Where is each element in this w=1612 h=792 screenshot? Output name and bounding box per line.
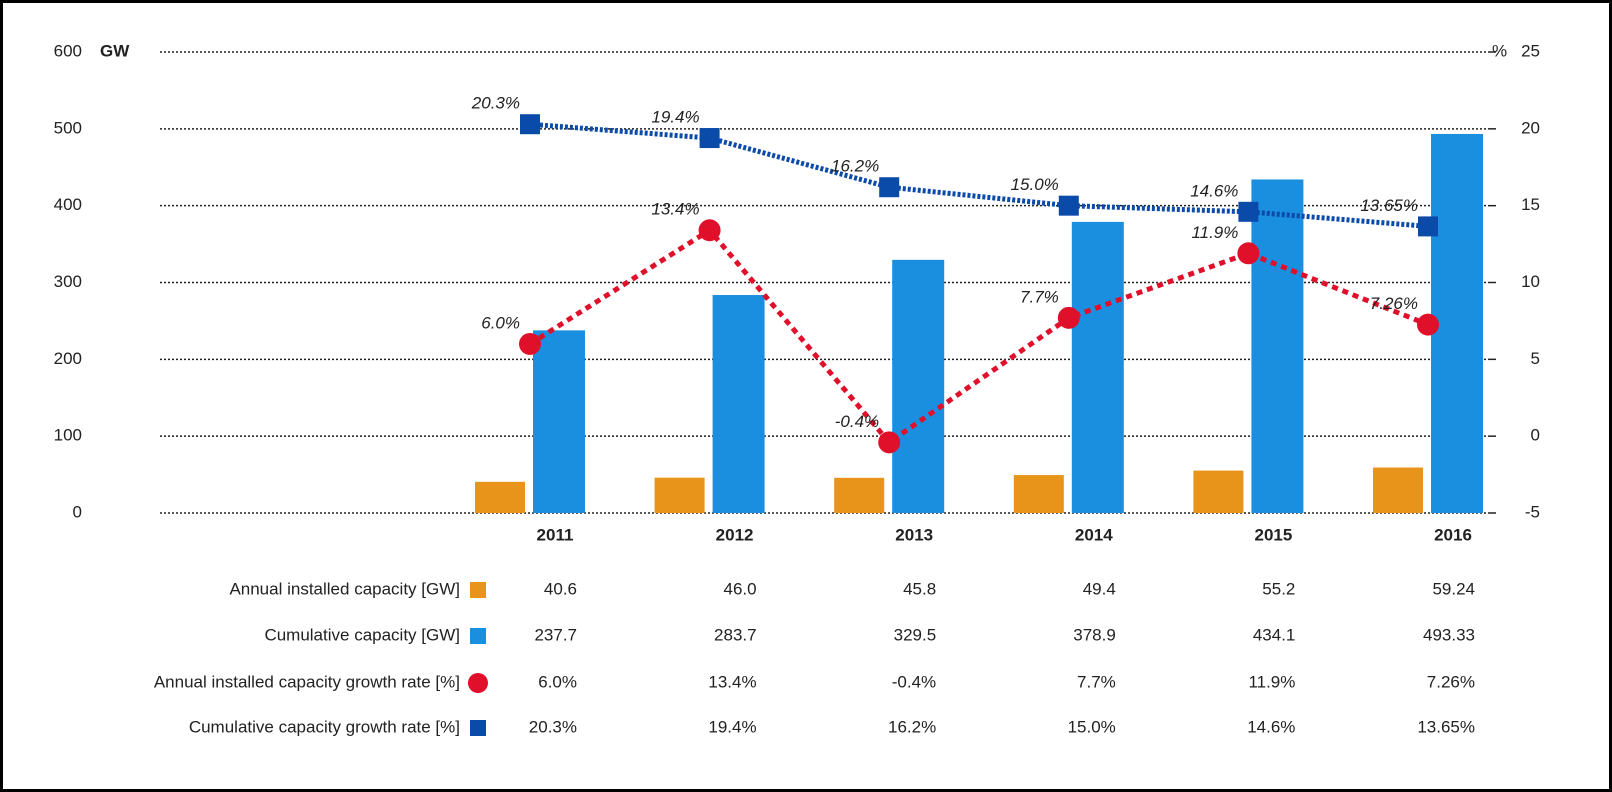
- table-value: 493.33: [1423, 625, 1475, 644]
- bar: [1373, 467, 1423, 513]
- table-value: 49.4: [1083, 579, 1116, 598]
- line-marker: [698, 219, 721, 242]
- bar: [834, 477, 885, 513]
- table-value: 13.65%: [1417, 717, 1475, 736]
- table-value: 20.3%: [529, 717, 577, 736]
- data-label: 14.6%: [1190, 181, 1238, 200]
- x-tick-label: 2016: [1434, 525, 1472, 544]
- table-value: 237.7: [534, 625, 577, 644]
- legend-marker: [470, 720, 486, 736]
- data-label: 7.26%: [1370, 294, 1418, 313]
- x-tick-label: 2011: [537, 525, 574, 544]
- legend-label: Cumulative capacity growth rate [%]: [189, 717, 460, 736]
- data-label: 7.7%: [1020, 287, 1059, 306]
- line-marker: [1057, 306, 1080, 329]
- table-value: 40.6: [544, 579, 577, 598]
- table-value: 16.2%: [888, 717, 936, 736]
- bar: [533, 330, 585, 513]
- legend-label: Annual installed capacity [GW]: [229, 579, 460, 598]
- y-tick-label: 0: [73, 502, 82, 521]
- data-label: 11.9%: [1191, 223, 1238, 242]
- data-label: 13.4%: [651, 200, 699, 219]
- y2-tick-label: 15: [1521, 195, 1540, 214]
- y2-tick-label: 0: [1531, 426, 1540, 445]
- data-label: -0.4%: [835, 412, 879, 431]
- y2-tick-label: -5: [1525, 502, 1540, 521]
- table-value: 7.7%: [1077, 672, 1116, 691]
- line-marker: [1417, 313, 1439, 336]
- line-marker: [1238, 201, 1259, 222]
- bar: [1071, 221, 1124, 514]
- table-value: 46.0: [724, 579, 757, 598]
- line-marker: [1418, 216, 1438, 237]
- data-label: 20.3%: [471, 94, 520, 113]
- line-marker: [519, 332, 541, 355]
- y-tick-label: 300: [54, 272, 82, 291]
- line: [529, 121, 1429, 229]
- line: [528, 226, 1429, 446]
- line-marker: [1058, 195, 1079, 216]
- table-value: 14.6%: [1247, 717, 1295, 736]
- x-tick-label: 2014: [1075, 525, 1113, 544]
- x-tick-label: 2015: [1254, 525, 1292, 544]
- x-tick-label: 2012: [716, 525, 754, 544]
- y-axis-unit: GW: [100, 41, 130, 60]
- y2-tick-label: 20: [1521, 118, 1540, 137]
- table-value: 15.0%: [1068, 717, 1116, 736]
- y2-axis-unit: %: [1492, 41, 1507, 60]
- table-value: 13.4%: [708, 672, 756, 691]
- table-value: 329.5: [894, 625, 937, 644]
- data-label: 15.0%: [1011, 175, 1059, 194]
- legend-marker: [468, 673, 488, 693]
- data-label: 13.65%: [1360, 196, 1418, 215]
- bar: [1431, 133, 1483, 513]
- y-tick-label: 200: [54, 349, 82, 368]
- legend-marker: [470, 582, 486, 598]
- table-value: -0.4%: [892, 672, 936, 691]
- y-tick-label: 100: [54, 426, 82, 445]
- table-value: 434.1: [1253, 625, 1296, 644]
- y2-tick-label: 5: [1531, 349, 1540, 368]
- bar: [892, 259, 945, 513]
- line-marker: [1237, 242, 1260, 265]
- table-value: 378.9: [1073, 625, 1116, 644]
- data-label: 19.4%: [651, 108, 699, 127]
- bar: [1193, 470, 1244, 513]
- bar: [1013, 475, 1064, 513]
- legend-marker: [470, 628, 486, 644]
- table-value: 19.4%: [708, 717, 756, 736]
- line-marker: [699, 128, 720, 149]
- bar: [712, 295, 765, 513]
- x-tick-label: 2013: [895, 525, 933, 544]
- y-tick-label: 600: [54, 41, 82, 60]
- table-value: 283.7: [714, 625, 757, 644]
- y-tick-label: 400: [54, 195, 82, 214]
- bar: [475, 481, 525, 513]
- data-label: 16.2%: [831, 157, 879, 176]
- table-value: 6.0%: [538, 672, 577, 691]
- y2-tick-label: 10: [1521, 272, 1540, 291]
- line-marker: [520, 114, 540, 135]
- y-tick-label: 500: [54, 118, 82, 137]
- y2-tick-label: 25: [1521, 41, 1540, 60]
- legend-label: Cumulative capacity [GW]: [264, 625, 460, 644]
- line-marker: [878, 431, 901, 454]
- bar: [1251, 179, 1304, 514]
- table-value: 55.2: [1262, 579, 1295, 598]
- table-value: 11.9%: [1248, 672, 1295, 691]
- line-marker: [879, 177, 900, 198]
- data-label: 6.0%: [481, 313, 520, 332]
- table-value: 59.24: [1432, 579, 1475, 598]
- table-value: 7.26%: [1427, 672, 1475, 691]
- table-value: 45.8: [903, 579, 936, 598]
- bar: [654, 477, 705, 513]
- legend-label: Annual installed capacity growth rate [%…: [154, 672, 460, 691]
